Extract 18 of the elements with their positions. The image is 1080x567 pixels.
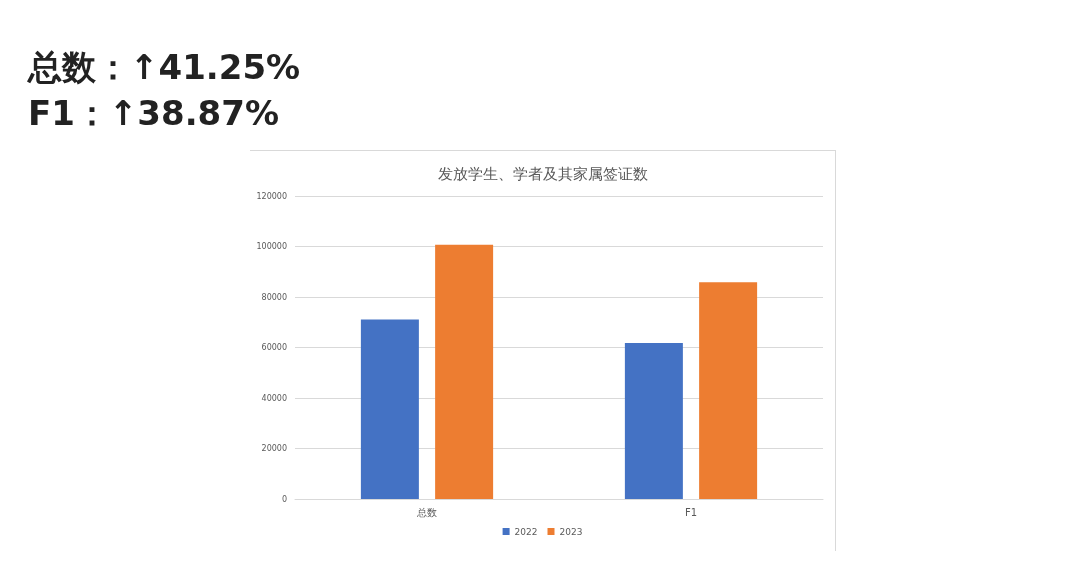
y-tick-label: 20000 — [261, 444, 287, 453]
y-tick-label: 120000 — [256, 191, 287, 201]
bar — [624, 342, 683, 499]
y-tick-label: 100000 — [256, 242, 287, 251]
chart-title: 发放学生、学者及其家属签证数 — [437, 164, 648, 183]
text: F1：↑38.87% — [28, 92, 280, 135]
bar — [360, 319, 419, 499]
x-tick-label: F1 — [684, 506, 698, 518]
legend-label: 2022 — [514, 526, 538, 537]
y-tick-label: 40000 — [261, 393, 287, 403]
bar — [699, 282, 758, 499]
bar — [435, 244, 494, 499]
legend-label: 2023 — [559, 526, 583, 537]
y-tick-label: 0 — [281, 494, 287, 504]
text: 总数：↑41.25% — [28, 46, 301, 89]
y-tick-label: 60000 — [261, 343, 287, 352]
y-tick-label: 80000 — [261, 292, 287, 302]
x-tick-label: 总数 — [416, 506, 437, 518]
